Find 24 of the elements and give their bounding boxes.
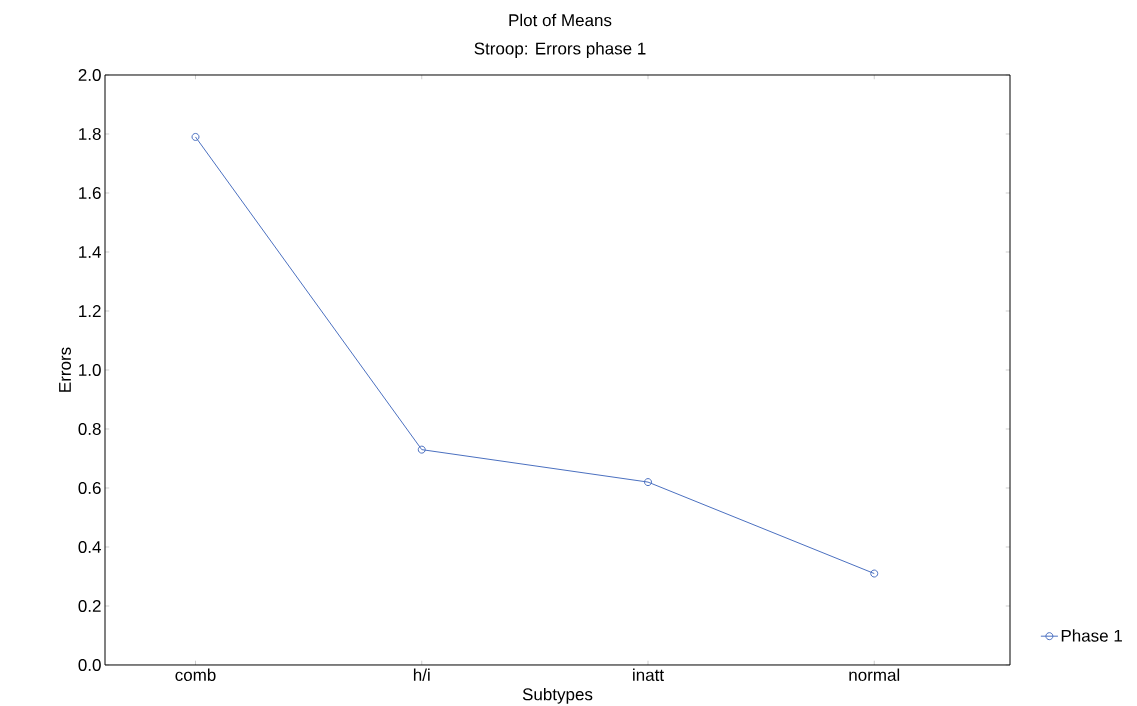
y-tick-label: 1.0 xyxy=(79,363,101,377)
y-tick-label: 1.4 xyxy=(79,246,101,258)
x-axis-title: Subtypes xyxy=(522,687,593,704)
point xyxy=(191,132,200,141)
y-tick-label: 0.6 xyxy=(78,481,101,495)
x-tick-label: h/i xyxy=(413,668,430,682)
legend-label: Phase 1 xyxy=(1061,629,1122,642)
y-axis-title: Errors xyxy=(59,347,71,392)
point xyxy=(870,569,879,578)
y-tick-label: 1.8 xyxy=(79,127,101,141)
y-tick-label: 1.6 xyxy=(79,186,101,200)
point xyxy=(644,478,653,487)
x-tick-label: inatt xyxy=(633,668,664,682)
x-tick-label: normal xyxy=(849,668,900,682)
x-tick-label: comb xyxy=(175,668,216,682)
point xyxy=(417,445,426,454)
y-tick-label: 0.8 xyxy=(78,422,101,436)
y-tick-label: 2.0 xyxy=(78,68,101,82)
y-tick-label: 0.2 xyxy=(78,599,101,613)
y-tick-label: 1.2 xyxy=(79,305,101,317)
y-tick-label: 0.0 xyxy=(78,658,101,672)
chart-subtitle: Stroop: Errors phase 1 xyxy=(474,42,646,58)
y-tick-label: 0.4 xyxy=(78,540,101,554)
chart-title: Plot of Means xyxy=(509,13,612,27)
